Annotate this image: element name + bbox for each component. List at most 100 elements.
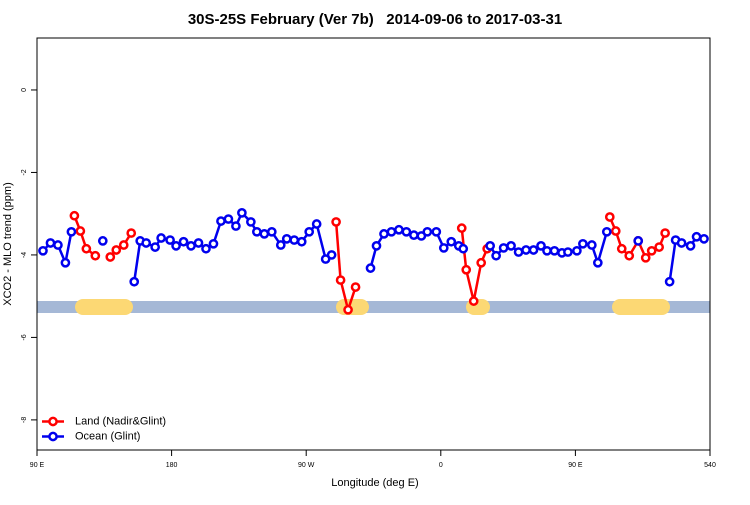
data-point [468, 296, 479, 306]
ocean-band [37, 301, 710, 313]
x-tick-label: 180 [166, 462, 178, 469]
data-point [401, 226, 412, 237]
x-tick-label: 90 E [30, 462, 45, 469]
data-point [491, 250, 501, 261]
data-point [60, 257, 71, 268]
data-point [685, 241, 696, 251]
data-point [296, 236, 307, 247]
y-tick-label: -8 [21, 417, 28, 423]
data-point [237, 208, 247, 218]
data-point [365, 263, 376, 273]
data-point [75, 226, 86, 236]
data-point [208, 238, 219, 249]
y-axis-label: XCO2 - MLO trend (ppm) [2, 182, 14, 305]
data-point [126, 228, 137, 238]
x-tick-label: 90 W [298, 462, 315, 469]
data-point [521, 245, 531, 255]
data-point [438, 243, 449, 253]
data-point [456, 223, 467, 233]
data-point [386, 226, 397, 237]
y-tick-label: -6 [21, 334, 28, 340]
data-point [246, 217, 256, 227]
data-point [45, 238, 56, 248]
legend-marker [48, 416, 58, 427]
data-point [193, 238, 204, 248]
data-point [165, 235, 175, 245]
data-point [171, 241, 181, 251]
data-point [129, 276, 140, 287]
data-point [578, 238, 588, 249]
data-point [156, 233, 166, 243]
land-band [612, 299, 670, 315]
data-point [476, 257, 487, 268]
data-point [461, 264, 472, 275]
y-tick-label: -4 [21, 252, 28, 258]
data-point [178, 236, 189, 247]
data-point [394, 224, 404, 235]
data-point [331, 217, 341, 227]
data-point [150, 242, 160, 252]
x-tick-label: 0 [439, 462, 443, 469]
data-point [186, 241, 196, 251]
data-point [141, 238, 152, 248]
data-point [371, 241, 382, 251]
data-point [38, 245, 48, 256]
data-point [592, 257, 603, 268]
data-point [646, 245, 657, 256]
data-point [251, 226, 262, 237]
data-point [610, 226, 621, 236]
data-point [90, 250, 101, 261]
data-point [326, 250, 337, 260]
data-point [616, 243, 627, 254]
data-point [97, 236, 108, 246]
data-point [216, 216, 226, 226]
data-point [266, 226, 277, 237]
data-point [528, 245, 539, 255]
data-point [633, 236, 644, 246]
x-axis-label: Longitude (deg E) [331, 477, 418, 489]
data-point [335, 275, 346, 285]
data-point [676, 238, 687, 248]
data-point [604, 212, 615, 222]
data-point [664, 276, 675, 287]
land-band [336, 299, 369, 315]
land-band [75, 299, 133, 315]
data-point [231, 221, 241, 231]
data-point [601, 226, 612, 237]
legend-label: Ocean (Glint) [75, 430, 140, 442]
data-point [536, 241, 546, 251]
y-tick-label: 0 [21, 88, 28, 92]
data-point [542, 245, 552, 256]
data-point [118, 240, 129, 250]
data-point [281, 233, 292, 244]
data-point [53, 240, 63, 250]
legend-label: Land (Nadir&Glint) [75, 415, 166, 427]
data-point [105, 252, 116, 262]
data-point [343, 304, 353, 315]
y-tick-label: -2 [21, 169, 28, 175]
data-point [409, 230, 419, 240]
data-point [654, 242, 665, 252]
data-point [513, 247, 524, 257]
legend-marker [48, 431, 58, 442]
data-point [201, 243, 211, 254]
data-point [624, 250, 635, 261]
data-point [422, 226, 433, 237]
x-tick-label: 540 [704, 462, 716, 469]
data-point [304, 226, 315, 237]
data-point [572, 245, 582, 256]
data-point [699, 233, 709, 244]
plot-frame [36, 37, 711, 451]
data-point [549, 245, 560, 256]
series-line [334, 221, 357, 315]
series-line [73, 215, 97, 257]
data-point [485, 241, 496, 251]
data-point [660, 228, 670, 238]
data-point [446, 236, 457, 247]
data-point [498, 243, 509, 253]
data-point [458, 243, 469, 254]
data-point [640, 252, 651, 263]
data-point [66, 226, 77, 237]
chart-title: 30S-25S February (Ver 7b) 2014-09-06 to … [188, 11, 562, 28]
